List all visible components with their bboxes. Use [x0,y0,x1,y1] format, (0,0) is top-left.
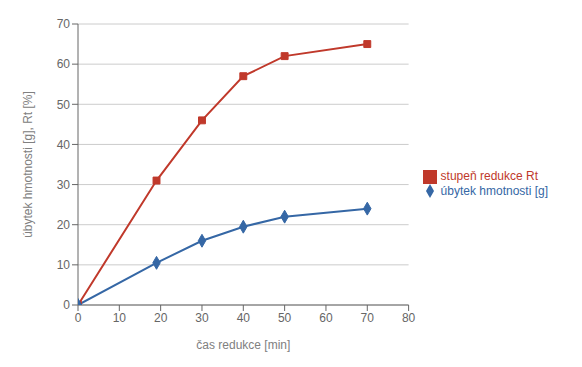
svg-text:70: 70 [57,17,71,31]
svg-text:30: 30 [195,311,209,325]
svg-text:úbytek hmotnosti [g], Rt [%]: úbytek hmotnosti [g], Rt [%] [21,91,35,238]
html-text:úbytek hmotnosti [g]: úbytek hmotnosti [g] [440,183,548,198]
svg-text:60: 60 [319,311,333,325]
svg-text:60: 60 [57,57,71,71]
svg-text:50: 50 [57,98,71,112]
svg-text:30: 30 [57,178,71,192]
svg-text:50: 50 [278,311,292,325]
svg-text:10: 10 [113,311,127,325]
svg-text:40: 40 [57,138,71,152]
html-text:stupeň redukce Rt: stupeň redukce Rt [440,168,538,183]
svg-text:20: 20 [57,218,71,232]
svg-text:0: 0 [63,298,70,312]
svg-text:10: 10 [57,258,71,272]
svg-text:0: 0 [75,311,82,325]
svg-text:80: 80 [402,311,416,325]
svg-text:20: 20 [154,311,168,325]
svg-text:70: 70 [361,311,375,325]
svg-text:čas redukce [min]: čas redukce [min] [196,338,290,352]
svg-text:40: 40 [237,311,251,325]
